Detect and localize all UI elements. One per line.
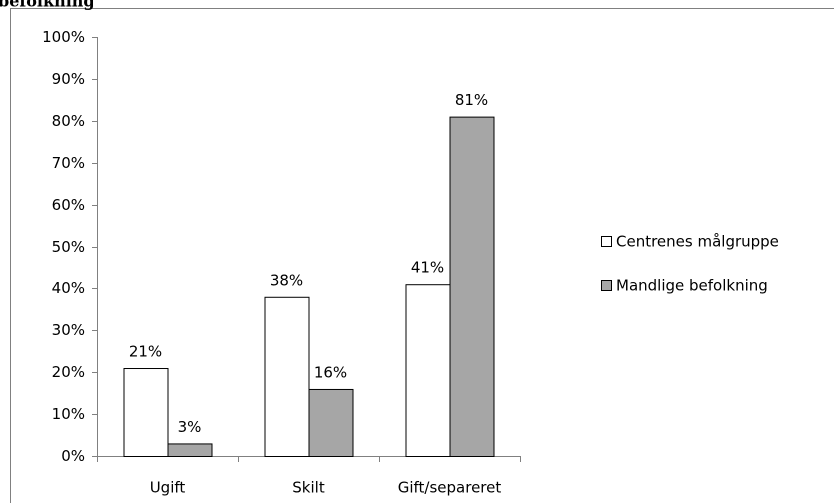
x-tick-label: Skilt (292, 479, 325, 497)
legend-label: Centrenes målgruppe (616, 233, 779, 251)
bar (167, 443, 213, 457)
y-tick-label: 100% (42, 28, 85, 46)
y-tick-label: 50% (52, 238, 85, 256)
y-tick-label: 20% (52, 363, 85, 381)
legend-swatch (601, 236, 612, 247)
bar (405, 284, 451, 457)
data-label: 21% (129, 343, 162, 361)
y-tick-label: 60% (52, 196, 85, 214)
x-tick-label: Ugift (150, 479, 186, 497)
y-tick-label: 10% (52, 405, 85, 423)
data-label: 41% (411, 259, 444, 277)
chart-title: befolkning (0, 0, 95, 11)
bar (308, 388, 354, 457)
bar (449, 116, 495, 458)
data-label: 81% (455, 91, 488, 109)
y-tick-label: 90% (52, 70, 85, 88)
legend-swatch (601, 280, 612, 291)
y-tick-label: 80% (52, 112, 85, 130)
bar (264, 296, 310, 457)
legend-label: Mandlige befolkning (616, 277, 768, 295)
data-label: 3% (178, 418, 202, 436)
data-label: 16% (314, 363, 347, 381)
data-label: 38% (270, 271, 303, 289)
x-tick-label: Gift/separeret (398, 479, 502, 497)
y-tick-label: 40% (52, 279, 85, 297)
bar (123, 368, 169, 458)
y-tick-label: 70% (52, 154, 85, 172)
y-tick-label: 0% (61, 447, 85, 465)
y-tick-label: 30% (52, 321, 85, 339)
